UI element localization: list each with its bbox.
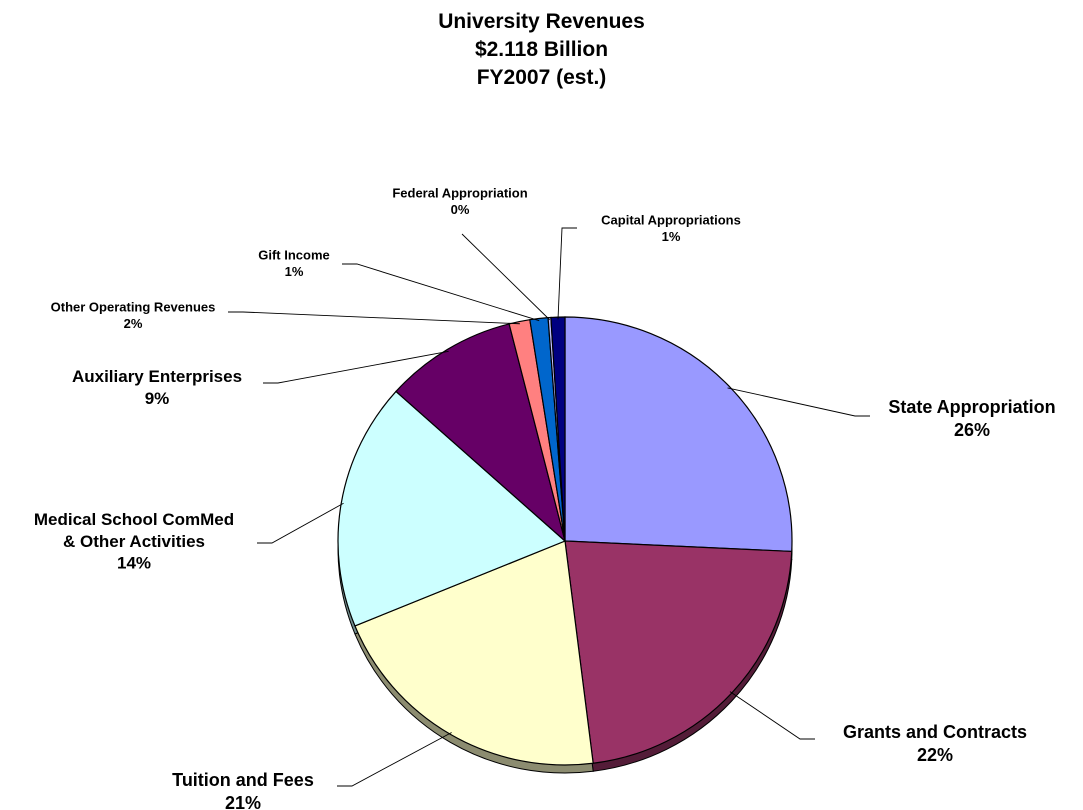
slice-percent-label: 1% [662,229,681,244]
leader-line-6 [228,311,520,325]
pie-slice-tuition-and-fees [354,540,594,766]
chart-title-line-1: University Revenues [438,10,645,33]
slice-label: & Other Activities [63,532,205,551]
leader-line-3 [337,732,452,787]
slice-label: Medical School ComMed [34,510,234,529]
pie-slice-medical-school-commed-other-activities [337,390,567,627]
leader-line-4 [257,502,344,544]
leader-line-1 [727,387,870,417]
chart-title-line-2: $2.118 Billion [474,38,609,61]
pie-slice-state-appropriation [564,316,793,553]
slice-label: Gift Income [258,248,330,263]
slice-percent-label: 9% [145,389,170,408]
leader-line-7 [342,263,540,322]
chart-title-line-3: FY2007 (est.) [476,66,607,89]
slice-label: Auxiliary Enterprises [72,367,242,386]
leader-line-5 [263,350,449,384]
slice-percent-label: 0% [451,202,470,217]
slice-percent-label: 21% [225,793,261,810]
slice-label: Grants and Contracts [843,722,1027,742]
slice-percent-label: 26% [954,420,990,440]
leader-line-2 [729,691,815,740]
slice-percent-label: 2% [124,316,143,331]
slice-label: State Appropriation [888,397,1055,417]
slice-percent-label: 14% [117,554,151,573]
slice-percent-label: 22% [917,745,953,765]
slice-label: Capital Appropriations [601,213,741,228]
slice-percent-label: 1% [285,264,304,279]
pie-slice-grants-and-contracts [564,540,793,764]
slice-label: Federal Appropriation [392,186,527,201]
leader-line-9 [557,227,577,320]
leader-line-8 [461,233,550,321]
slice-label: Tuition and Fees [172,770,314,790]
slice-label: Other Operating Revenues [51,300,216,315]
